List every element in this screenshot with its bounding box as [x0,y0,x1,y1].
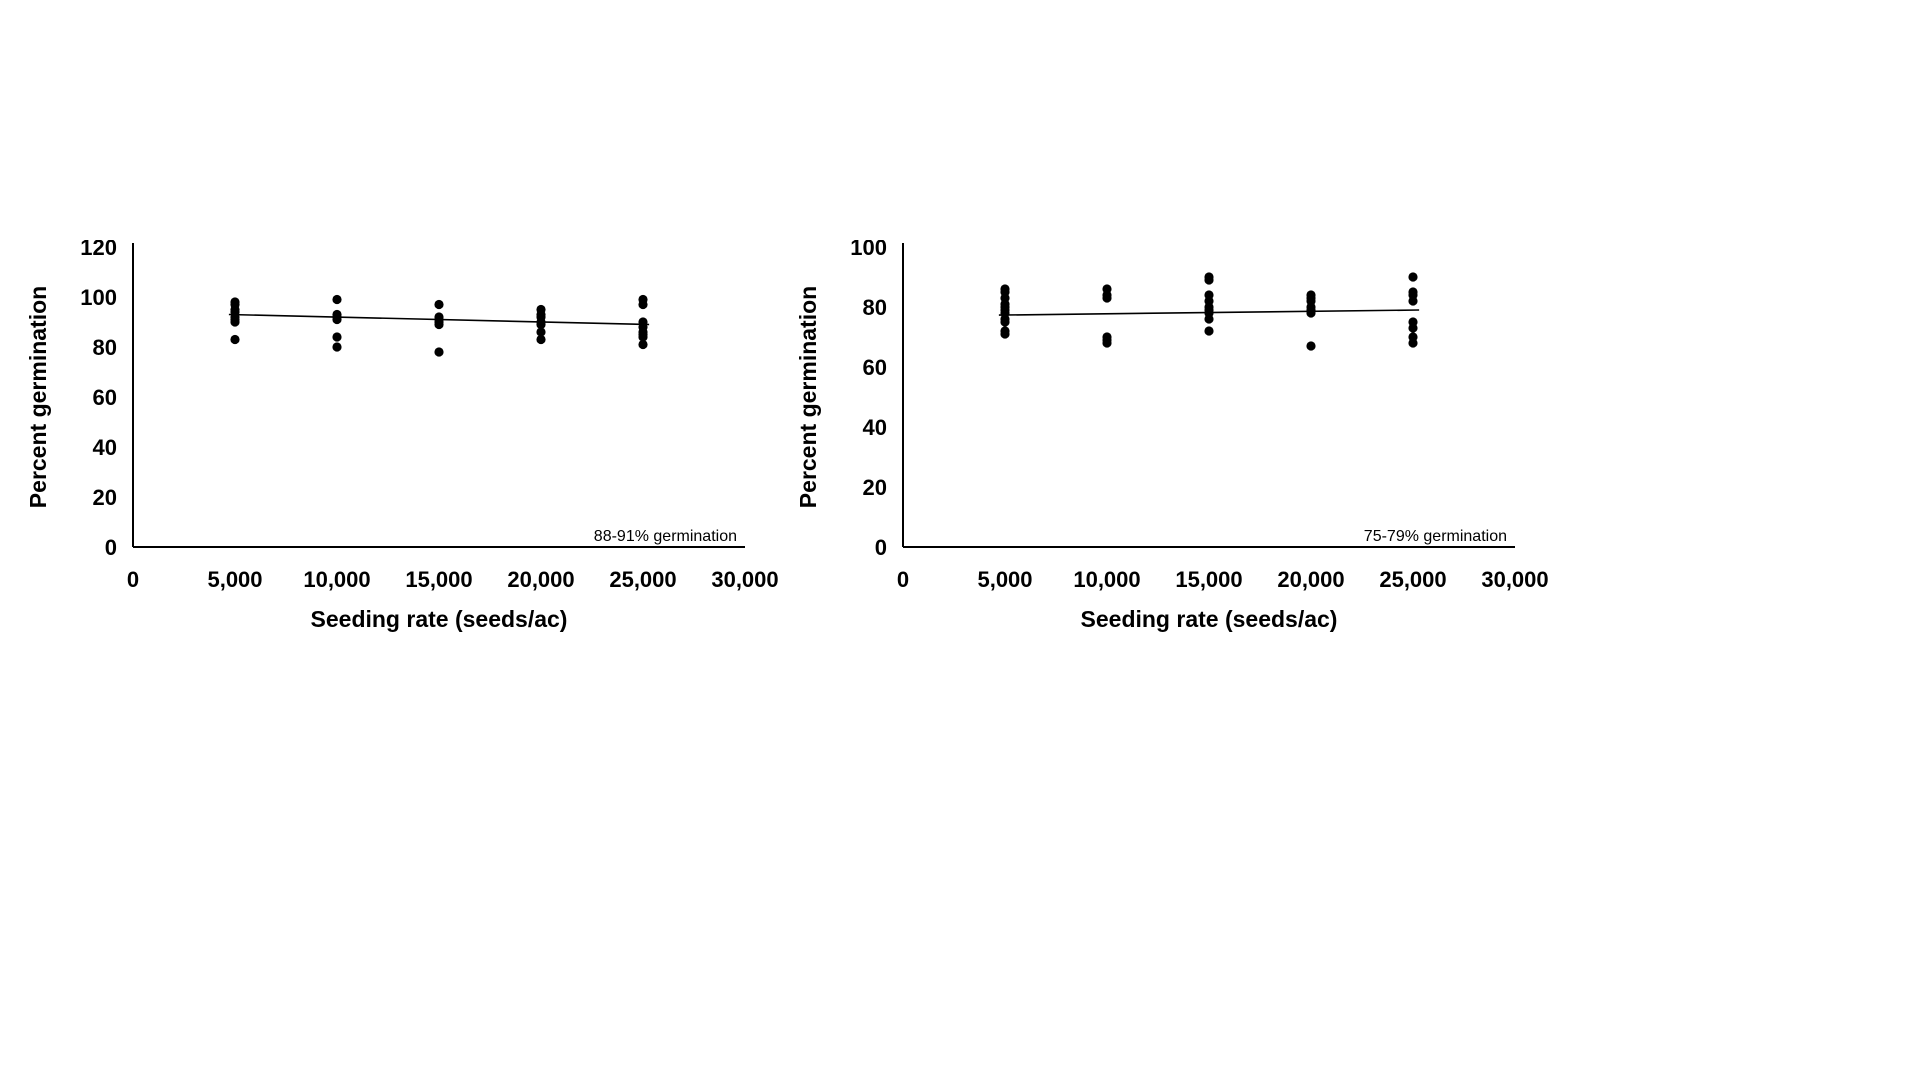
x-tick-label: 30,000 [711,567,778,592]
data-point [434,299,444,310]
data-point [1408,272,1418,282]
y-tick-label: 40 [93,435,117,460]
data-point [1000,317,1010,327]
annotation-label: 88-91% germination [594,528,737,545]
data-point [638,332,648,342]
y-axis-title: Percent germination [25,286,51,508]
data-point [1102,293,1112,303]
annotation-label: 75-79% germination [1364,528,1507,545]
y-tick-label: 0 [105,535,117,560]
data-point [1306,308,1316,318]
y-tick-label: 20 [93,485,117,510]
y-tick-label: 60 [863,355,887,380]
data-point [434,347,444,357]
germination-chart-low-lot: 0 20 40 60 80 100 0 5,000 10,000 15,000 20,000 25,0… [788,235,1558,640]
y-tick-label: 0 [875,535,887,560]
x-tick-label: 20,000 [1277,567,1344,592]
y-tick-label: 80 [863,295,887,320]
y-tick-label: 120 [80,240,117,260]
data-point [1408,296,1418,306]
x-tick-label: 30,000 [1481,567,1548,592]
x-tick-label: 0 [127,567,139,592]
data-point [536,334,546,345]
data-point [1102,338,1112,348]
x-tick-label: 20,000 [507,567,574,592]
data-point [1204,275,1214,285]
data-point [1306,341,1316,351]
data-point [434,319,444,330]
y-tick-label: 40 [863,415,887,440]
y-tick-label: 20 [863,475,887,500]
germination-chart-high-lot: 0 20 40 60 80 100 120 0 5,000 10,000 15,000 20,000 2… [18,235,788,640]
x-axis-title: Seeding rate (seeds/ac) [1081,606,1338,632]
y-tick-label: 100 [850,240,887,260]
x-tick-label: 15,000 [405,567,472,592]
x-tick-label: 5,000 [207,567,262,592]
x-tick-label: 15,000 [1175,567,1242,592]
data-point [230,334,240,345]
x-tick-label: 25,000 [1379,567,1446,592]
data-point [638,339,648,350]
data-point [332,314,342,325]
data-point [1204,326,1214,336]
x-tick-label: 5,000 [977,567,1032,592]
data-point [638,299,648,310]
x-tick-label: 10,000 [303,567,370,592]
data-point [332,294,342,305]
data-point [1408,338,1418,348]
x-tick-label: 25,000 [609,567,676,592]
scatter-plot-75-79: 0 20 40 60 80 100 0 5,000 10,000 15,000 20,000 25,0… [795,235,1549,632]
data-point [332,342,342,352]
x-tick-label: 0 [897,567,909,592]
y-tick-label: 100 [80,285,117,310]
data-point [332,332,342,342]
data-point [536,319,546,330]
y-tick-label: 60 [93,385,117,410]
x-tick-label: 10,000 [1073,567,1140,592]
scatter-plot-88-91: 0 20 40 60 80 100 120 0 5,000 10,000 15,000 20,000 2… [25,235,779,632]
y-axis-title: Percent germination [795,286,821,508]
data-point [1408,323,1418,333]
data-point [230,317,240,327]
y-tick-label: 80 [93,335,117,360]
data-point [1000,329,1010,339]
data-point [1204,314,1214,324]
data-point [536,327,546,337]
x-axis-title: Seeding rate (seeds/ac) [311,606,568,632]
